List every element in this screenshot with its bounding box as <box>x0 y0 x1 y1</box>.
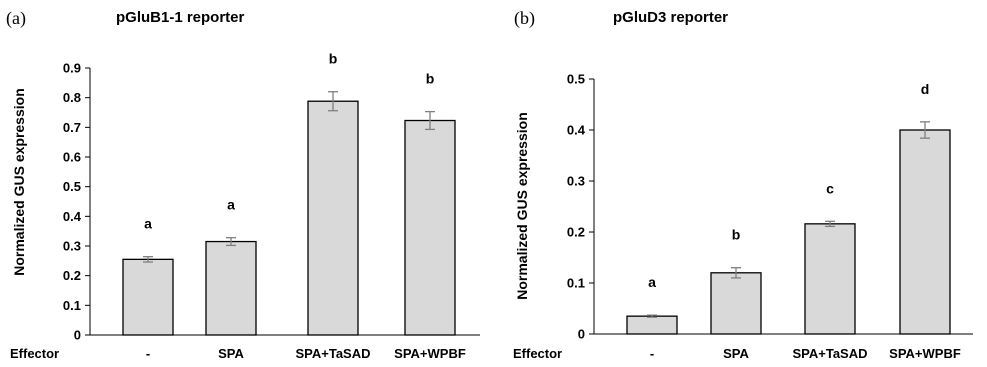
y-tick-label: 0.5 <box>567 72 585 87</box>
error-bar <box>143 256 153 263</box>
error-bar <box>825 220 835 228</box>
error-bar <box>425 110 435 131</box>
bar <box>307 100 359 336</box>
category-label: SPA <box>218 346 244 361</box>
y-ticks: 0 0.1 0.2 0.3 0.4 0.5 0.6 0.7 0.8 0.9 <box>63 61 90 343</box>
bars <box>626 121 951 335</box>
significance-letter: a <box>144 216 152 232</box>
y-tick-label: 0.2 <box>63 268 81 283</box>
bar <box>804 223 856 335</box>
x-axis-label: Effector <box>513 346 562 361</box>
y-tick-label: 0.6 <box>63 150 81 165</box>
bar <box>404 119 456 336</box>
category-label: SPA+TaSAD <box>792 346 867 361</box>
category-label: - <box>650 346 654 361</box>
significance-labels: a a b b <box>144 51 434 232</box>
category-labels: - SPA SPA+TaSAD SPA+WPBF <box>146 346 466 361</box>
category-label: SPA+WPBF <box>394 346 466 361</box>
y-tick-label: 0.4 <box>567 123 586 138</box>
bars <box>122 91 456 336</box>
y-tick-label: 0.1 <box>63 298 81 313</box>
significance-letter: a <box>648 274 656 290</box>
y-axis-label: Normalized GUS expression <box>11 88 27 276</box>
bar <box>626 315 678 335</box>
y-tick-label: 0.8 <box>63 90 81 105</box>
significance-letter: d <box>921 81 930 97</box>
significance-labels: a b c d <box>648 81 929 290</box>
y-tick-label: 0 <box>578 327 585 342</box>
significance-letter: a <box>227 197 235 213</box>
error-bar <box>328 91 338 112</box>
significance-letter: b <box>426 71 435 87</box>
category-label: SPA <box>723 346 749 361</box>
category-label: SPA+WPBF <box>889 346 961 361</box>
y-ticks: 0 0.1 0.2 0.3 0.4 0.5 <box>567 72 594 342</box>
panel-label: (a) <box>6 8 26 29</box>
panel-label: (b) <box>514 8 535 29</box>
error-bar <box>731 267 741 279</box>
category-labels: - SPA SPA+TaSAD SPA+WPBF <box>650 346 961 361</box>
chart-title: pGluD3 reporter <box>613 9 728 26</box>
y-tick-label: 0.3 <box>63 239 81 254</box>
category-label: - <box>146 346 150 361</box>
y-tick-label: 0.2 <box>567 225 585 240</box>
y-tick-label: 0.5 <box>63 179 81 194</box>
significance-letter: b <box>732 227 741 243</box>
y-tick-label: 0.9 <box>63 61 81 76</box>
y-tick-label: 0.7 <box>63 120 81 135</box>
error-bar <box>920 121 930 139</box>
y-tick-label: 0.1 <box>567 276 585 291</box>
chart-title: pGluB1-1 reporter <box>116 9 245 26</box>
error-bar <box>226 237 236 247</box>
error-bar <box>647 314 657 318</box>
significance-letter: b <box>329 51 338 67</box>
category-label: SPA+TaSAD <box>295 346 370 361</box>
y-tick-label: 0.4 <box>63 209 82 224</box>
bar <box>899 129 951 335</box>
x-axis-label: Effector <box>10 346 59 361</box>
bar <box>710 272 762 335</box>
significance-letter: c <box>826 180 834 196</box>
y-tick-label: 0 <box>74 328 81 343</box>
y-axis-label: Normalized GUS expression <box>514 112 530 300</box>
y-tick-label: 0.3 <box>567 174 585 189</box>
